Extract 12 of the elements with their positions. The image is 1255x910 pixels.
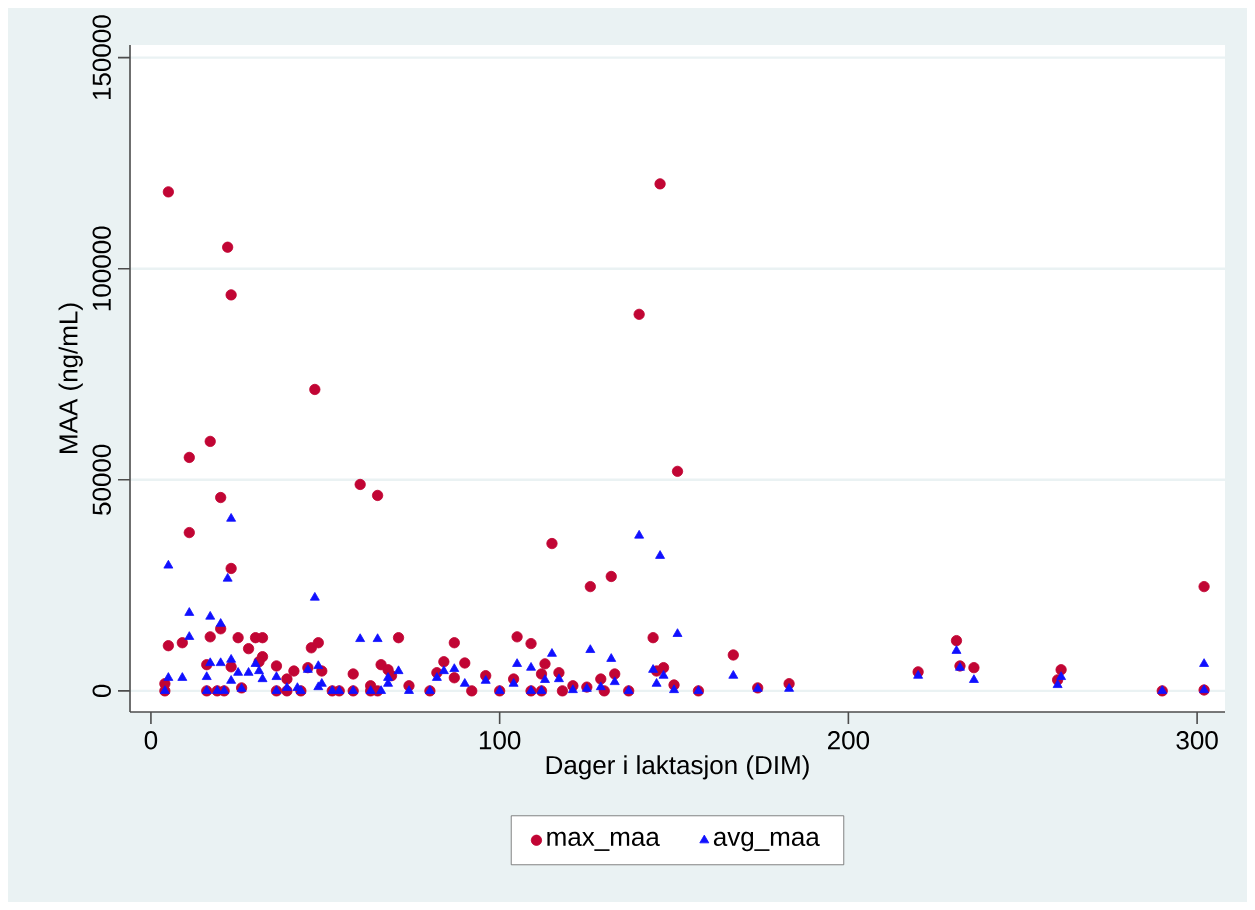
legend-label: max_maa <box>547 831 660 851</box>
legend-label: avg_maa <box>713 831 820 852</box>
y-tick-label: 0 <box>92 684 111 698</box>
x-tick-label: 300 <box>1176 731 1218 750</box>
y-tick-label: 100000 <box>92 226 111 311</box>
x-axis-title: Dager i laktasjon (DIM) <box>546 755 809 780</box>
x-tick-label: 100 <box>479 731 521 750</box>
x-tick-label: 0 <box>144 731 158 750</box>
x-tick-label: 200 <box>828 731 870 750</box>
y-tick-label: 150000 <box>92 15 111 100</box>
y-axis-title: MAA (ng/mL) <box>58 303 83 453</box>
y-tick-label: 50000 <box>92 444 111 515</box>
